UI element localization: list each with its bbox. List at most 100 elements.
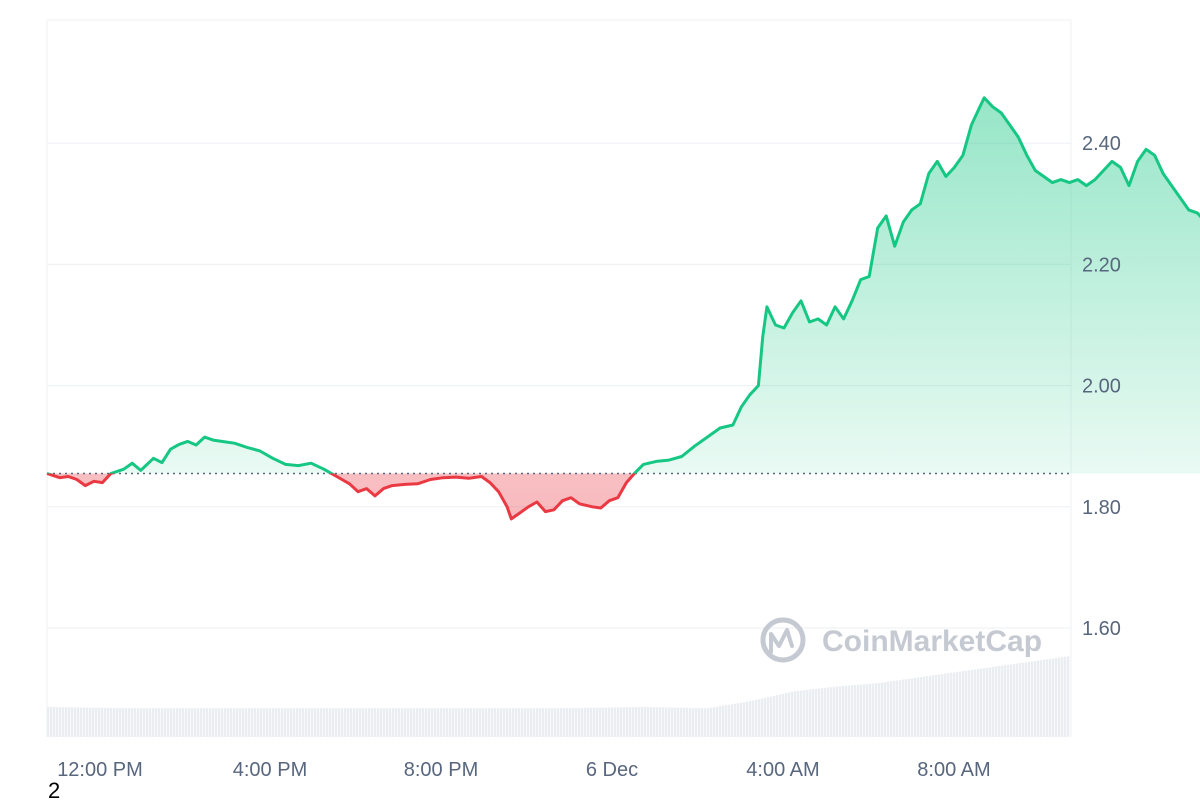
volume-bar bbox=[854, 685, 857, 737]
x-tick-label-3: 6 Dec bbox=[586, 759, 638, 781]
volume-bar bbox=[1031, 661, 1034, 737]
volume-bar bbox=[458, 708, 461, 737]
volume-bar bbox=[1034, 660, 1037, 737]
volume-bar bbox=[284, 708, 287, 737]
volume-bar bbox=[332, 708, 335, 737]
volume-bar bbox=[146, 708, 149, 737]
volume-bar bbox=[53, 707, 56, 737]
volume-bar bbox=[221, 708, 224, 737]
volume-bar bbox=[152, 708, 155, 737]
volume-bar bbox=[734, 703, 737, 737]
volume-bar bbox=[983, 668, 986, 737]
volume-bar bbox=[419, 708, 422, 737]
volume-bar bbox=[134, 708, 137, 737]
volume-bar bbox=[566, 708, 569, 737]
volume-bar bbox=[155, 708, 158, 737]
volume-bar bbox=[311, 708, 314, 737]
volume-bar bbox=[383, 708, 386, 737]
volume-bar bbox=[884, 682, 887, 737]
volume-bar bbox=[779, 694, 782, 737]
volume-bar bbox=[716, 706, 719, 737]
volume-bar bbox=[959, 671, 962, 737]
volume-bar bbox=[521, 708, 524, 737]
volume-bar bbox=[776, 695, 779, 737]
volume-bar bbox=[845, 685, 848, 737]
volume-bar bbox=[866, 683, 869, 737]
volume-bar bbox=[368, 708, 371, 737]
volume-bar bbox=[164, 708, 167, 737]
price-areas bbox=[47, 97, 1200, 519]
volume-bar bbox=[701, 708, 704, 737]
volume-bar bbox=[1046, 659, 1049, 737]
volume-bar bbox=[116, 707, 119, 737]
volume-bar bbox=[308, 708, 311, 737]
volume-bar bbox=[992, 666, 995, 737]
volume-bar bbox=[638, 707, 641, 737]
volume-bar bbox=[995, 666, 998, 737]
volume-bar bbox=[1052, 658, 1055, 737]
volume-bar bbox=[737, 703, 740, 737]
volume-bar bbox=[659, 707, 662, 737]
volume-bar bbox=[851, 685, 854, 737]
volume-bar bbox=[182, 708, 185, 737]
volume-bar bbox=[620, 707, 623, 737]
volume-bar bbox=[761, 698, 764, 737]
volume-bar bbox=[371, 708, 374, 737]
volume-bar bbox=[1010, 664, 1013, 737]
volume-bar bbox=[293, 708, 296, 737]
volume-bar bbox=[179, 708, 182, 737]
volume-bar bbox=[422, 708, 425, 737]
volume-bar bbox=[359, 708, 362, 737]
volume-bar bbox=[578, 707, 581, 737]
volume-bar bbox=[656, 707, 659, 737]
volume-bar bbox=[755, 699, 758, 737]
volume-bar bbox=[305, 708, 308, 737]
volume-bar bbox=[380, 708, 383, 737]
volume-bar bbox=[617, 707, 620, 737]
volume-bar bbox=[554, 708, 557, 737]
volume-bar bbox=[107, 707, 110, 737]
volume-bar bbox=[632, 707, 635, 737]
volume-bar bbox=[86, 707, 89, 737]
volume-bar bbox=[833, 686, 836, 737]
volume-bar bbox=[908, 678, 911, 737]
coinmarketcap-watermark: CoinMarketCap bbox=[760, 617, 1042, 663]
volume-bar bbox=[254, 708, 257, 737]
volume-bar bbox=[998, 666, 1001, 737]
volume-bar bbox=[326, 708, 329, 737]
volume-bar bbox=[518, 708, 521, 737]
volume-bar bbox=[584, 707, 587, 737]
volume-bar bbox=[614, 707, 617, 737]
volume-bar bbox=[791, 691, 794, 737]
volume-bar bbox=[770, 696, 773, 737]
volume-bar bbox=[218, 708, 221, 737]
volume-bar bbox=[515, 708, 518, 737]
volume-bar bbox=[479, 708, 482, 737]
volume-bar bbox=[275, 708, 278, 737]
volume-bar bbox=[731, 704, 734, 737]
volume-bar bbox=[863, 684, 866, 737]
volume-bar bbox=[827, 687, 830, 737]
volume-bar bbox=[323, 708, 326, 737]
volume-bar bbox=[473, 708, 476, 737]
volume-bar bbox=[710, 707, 713, 737]
volume-bars bbox=[47, 656, 1070, 737]
volume-bar bbox=[611, 707, 614, 737]
volume-bar bbox=[671, 707, 674, 737]
volume-bar bbox=[728, 704, 731, 737]
volume-bar bbox=[263, 708, 266, 737]
volume-bar bbox=[725, 705, 728, 737]
volume-bar bbox=[626, 707, 629, 737]
volume-bar bbox=[758, 699, 761, 737]
volume-bar bbox=[200, 708, 203, 737]
volume-bar bbox=[890, 681, 893, 737]
volume-bar bbox=[938, 674, 941, 737]
volume-bar bbox=[623, 707, 626, 737]
volume-bar bbox=[428, 708, 431, 737]
volume-bar bbox=[965, 670, 968, 737]
volume-bar bbox=[1019, 663, 1022, 737]
volume-bar bbox=[950, 672, 953, 737]
volume-bar bbox=[599, 707, 602, 737]
volume-bar bbox=[986, 667, 989, 737]
volume-bar bbox=[929, 675, 932, 737]
